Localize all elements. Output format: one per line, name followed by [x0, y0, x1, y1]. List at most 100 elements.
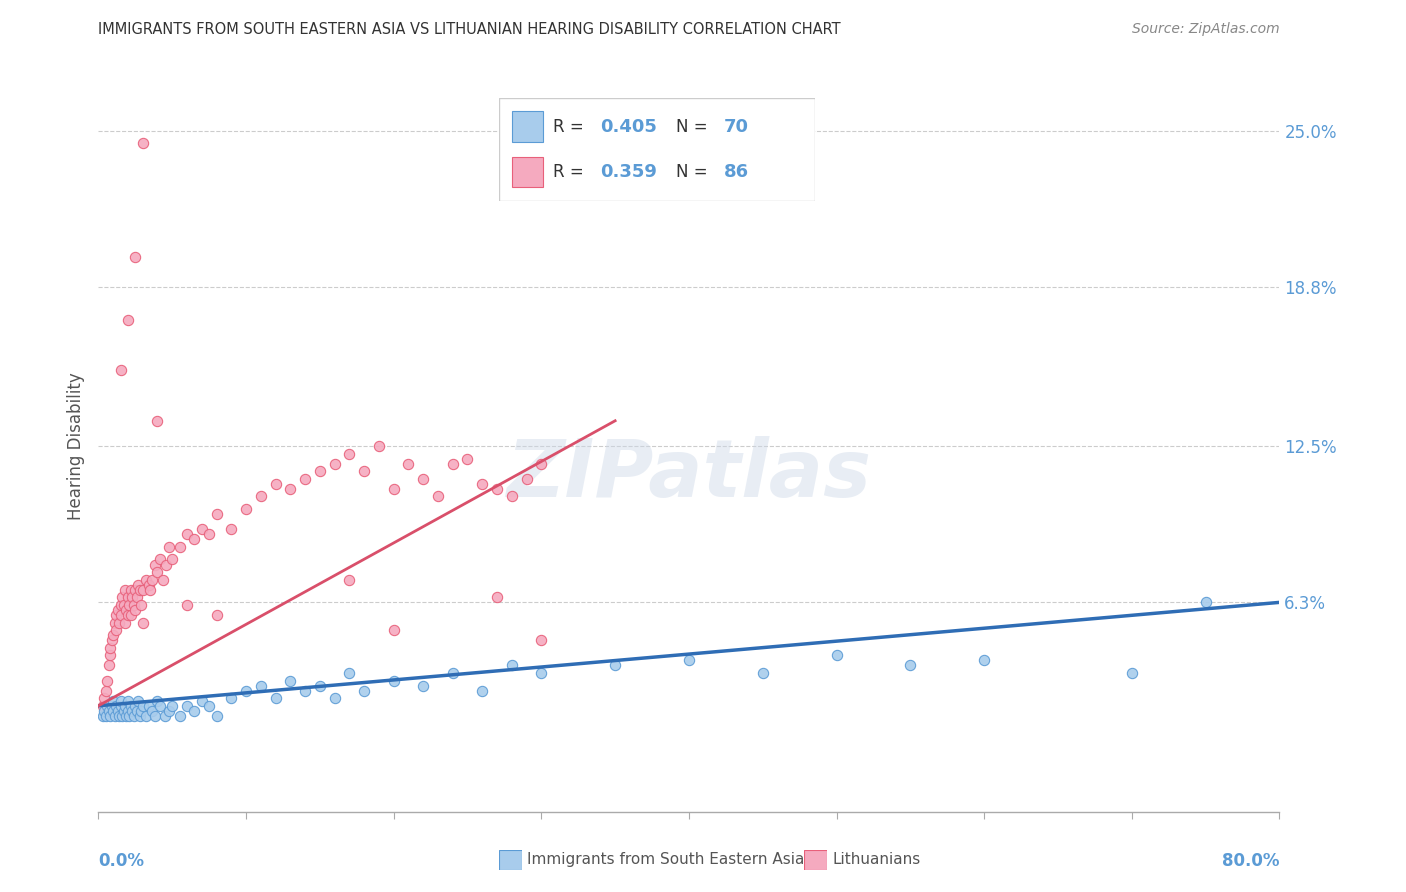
Point	[128, 582, 150, 597]
Text: 80.0%: 80.0%	[1222, 852, 1279, 870]
Point	[117, 591, 139, 605]
Point	[398, 457, 420, 471]
Point	[280, 673, 302, 688]
Point	[353, 464, 375, 478]
Point	[176, 698, 198, 713]
Point	[1121, 665, 1143, 680]
Point	[250, 490, 273, 504]
Point	[98, 648, 121, 663]
Point	[152, 573, 174, 587]
Text: 0.405: 0.405	[600, 118, 657, 136]
Point	[441, 665, 464, 680]
Point	[114, 698, 136, 713]
Point	[124, 603, 146, 617]
Point	[103, 694, 125, 708]
Point	[205, 709, 228, 723]
Text: Lithuanians: Lithuanians	[832, 853, 921, 867]
Bar	[512, 157, 543, 187]
Point	[146, 565, 169, 579]
Point	[427, 490, 450, 504]
Bar	[512, 112, 543, 142]
Text: 86: 86	[724, 163, 749, 181]
Point	[121, 704, 143, 718]
Point	[97, 658, 120, 673]
Point	[825, 648, 848, 663]
Point	[678, 653, 700, 667]
Point	[91, 709, 114, 723]
Point	[122, 709, 145, 723]
Point	[135, 573, 157, 587]
Text: Source: ZipAtlas.com: Source: ZipAtlas.com	[1132, 22, 1279, 37]
Point	[169, 709, 191, 723]
Point	[294, 472, 316, 486]
Point	[110, 607, 132, 622]
Point	[198, 698, 221, 713]
Point	[339, 573, 361, 587]
Point	[1195, 595, 1218, 609]
Point	[124, 698, 146, 713]
Point	[162, 552, 183, 566]
Point	[198, 527, 221, 541]
Point	[264, 691, 287, 706]
Point	[120, 698, 142, 713]
Point	[530, 457, 553, 471]
Point	[107, 603, 129, 617]
Point	[111, 591, 134, 605]
Point	[135, 709, 157, 723]
Text: IMMIGRANTS FROM SOUTH EASTERN ASIA VS LITHUANIAN HEARING DISABILITY CORRELATION : IMMIGRANTS FROM SOUTH EASTERN ASIA VS LI…	[98, 22, 841, 37]
Point	[205, 507, 228, 521]
Point	[169, 540, 191, 554]
Point	[115, 603, 138, 617]
Text: R =: R =	[553, 163, 589, 181]
Point	[127, 578, 149, 592]
Point	[120, 607, 142, 622]
Text: 70: 70	[724, 118, 749, 136]
Point	[98, 640, 121, 655]
Point	[128, 709, 150, 723]
Point	[98, 709, 121, 723]
Point	[114, 582, 136, 597]
Point	[441, 457, 464, 471]
Point	[112, 598, 135, 612]
Point	[149, 698, 172, 713]
Point	[157, 704, 180, 718]
Point	[309, 679, 332, 693]
Point	[486, 482, 509, 496]
Text: N =: N =	[676, 163, 713, 181]
Point	[96, 698, 118, 713]
Point	[191, 522, 214, 536]
Point	[141, 573, 163, 587]
Point	[105, 607, 128, 622]
Point	[105, 623, 128, 637]
Point	[110, 598, 132, 612]
Point	[183, 704, 205, 718]
Point	[132, 698, 155, 713]
Point	[103, 704, 125, 718]
Y-axis label: Hearing Disability: Hearing Disability	[66, 372, 84, 520]
Point	[108, 709, 131, 723]
Point	[132, 615, 155, 630]
Point	[205, 607, 228, 622]
Point	[157, 540, 180, 554]
Point	[97, 704, 120, 718]
Point	[110, 363, 132, 377]
Point	[339, 665, 361, 680]
Point	[412, 679, 434, 693]
Point	[114, 615, 136, 630]
Point	[121, 591, 143, 605]
Point	[501, 658, 523, 673]
Point	[138, 698, 160, 713]
Point	[294, 683, 316, 698]
Point	[309, 464, 332, 478]
Point	[118, 598, 141, 612]
Point	[124, 250, 146, 264]
Point	[221, 691, 243, 706]
Point	[143, 558, 166, 572]
Point	[973, 653, 995, 667]
Point	[110, 698, 132, 713]
Point	[530, 633, 553, 648]
Text: 0.0%: 0.0%	[98, 852, 145, 870]
Point	[139, 582, 162, 597]
Point	[111, 709, 134, 723]
Point	[93, 691, 115, 706]
